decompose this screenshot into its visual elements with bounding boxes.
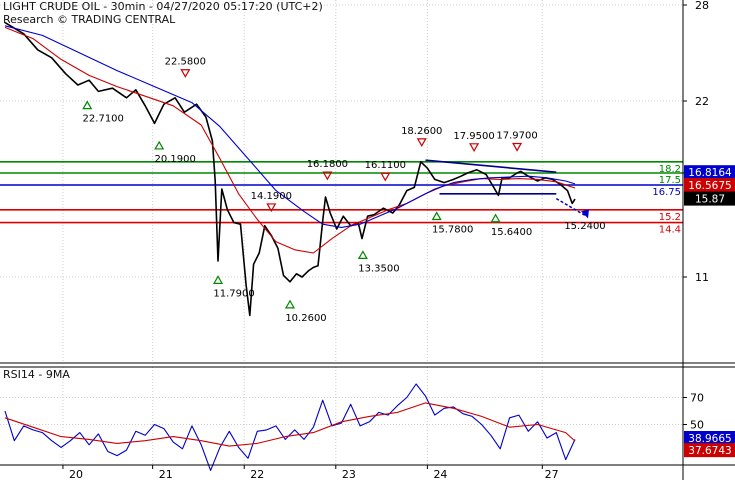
price-tag-box <box>684 443 735 458</box>
high-marker <box>380 172 391 182</box>
high-marker <box>469 143 480 153</box>
high-label: 17.9700 <box>496 130 537 141</box>
low-label: 13.3500 <box>358 263 399 274</box>
low-marker <box>154 140 165 150</box>
rsi-tick-label: 50 <box>690 419 704 432</box>
low-marker <box>82 100 93 110</box>
high-label: 17.9500 <box>453 131 494 142</box>
high-label: 18.2600 <box>401 126 442 137</box>
price-tag-label: 16.5675 <box>688 180 731 192</box>
level-label-resistance: 17.5 <box>659 175 681 186</box>
price-tag-box <box>684 191 735 206</box>
low-label: 10.2600 <box>285 313 326 324</box>
target-label: 15.2400 <box>564 221 605 232</box>
x-tick-label: 20 <box>69 468 83 480</box>
price-tag-box <box>684 431 735 445</box>
rsi-series-group <box>4 383 576 471</box>
high-marker <box>416 138 427 148</box>
horizontal-levels: 18.217.516.75 15.2 14.4 <box>0 161 683 236</box>
price-tag-box <box>684 178 735 192</box>
series-ma_slow <box>4 25 576 228</box>
price-tag-label: 16.8164 <box>688 167 732 179</box>
low-marker <box>490 213 501 223</box>
x-tick-label: 21 <box>159 468 173 480</box>
rsi-tick-label: 70 <box>690 392 704 405</box>
high-label: 16.1800 <box>307 159 348 170</box>
annotations-group: 22.7100 22.5800 20.1900 11.7900 14.1900 10.26… <box>82 57 606 324</box>
level-label-pivot: 16.75 <box>652 187 681 198</box>
target-arrow-line <box>555 197 586 217</box>
x-tick-label: 27 <box>545 468 559 480</box>
low-label: 22.7100 <box>83 114 124 125</box>
low-marker <box>431 211 442 221</box>
series-ma_fast <box>4 26 576 254</box>
x-tick-label: 22 <box>250 468 264 480</box>
price-tag-label: 37.6743 <box>688 445 731 457</box>
y-tick-label: 28 <box>695 0 709 12</box>
price-tag-box <box>684 165 735 180</box>
chart-title: LIGHT CRUDE OIL - 30min - 04/27/2020 05:… <box>3 0 323 13</box>
pattern-line <box>425 159 557 173</box>
x-tick-label: 24 <box>433 468 447 480</box>
high-label: 14.1900 <box>251 191 292 202</box>
series-price <box>4 21 576 317</box>
level-label-support: 15.2 <box>659 212 681 223</box>
low-label: 11.7900 <box>213 288 254 299</box>
rsi-panel-title: RSI14 - 9MA <box>3 368 70 381</box>
x-tick-label: 23 <box>342 468 356 480</box>
series-rsi_ma <box>4 402 576 447</box>
price-series-group <box>4 21 576 317</box>
low-label: 20.1900 <box>155 154 196 165</box>
low-label: 15.6400 <box>491 227 532 238</box>
y-tick-label: 11 <box>695 271 709 284</box>
target-arrow-head <box>581 209 589 219</box>
high-marker <box>322 171 333 181</box>
y-tick-label: 22 <box>695 95 709 108</box>
chart-source: Research © TRADING CENTRAL <box>3 13 176 26</box>
low-label: 15.7800 <box>432 225 473 236</box>
price-tag-label: 15.87 <box>695 194 725 206</box>
high-marker <box>180 69 191 78</box>
high-label: 16.1100 <box>365 160 406 171</box>
low-marker <box>357 250 368 259</box>
price-tag-label: 38.9665 <box>688 433 731 445</box>
level-label-support: 14.4 <box>659 225 681 236</box>
high-label: 22.5800 <box>165 57 206 68</box>
series-rsi <box>4 383 576 471</box>
low-marker <box>213 275 224 284</box>
high-marker <box>512 142 523 152</box>
level-label-resistance: 18.2 <box>659 164 681 175</box>
low-marker <box>284 299 296 309</box>
high-marker <box>266 203 277 213</box>
